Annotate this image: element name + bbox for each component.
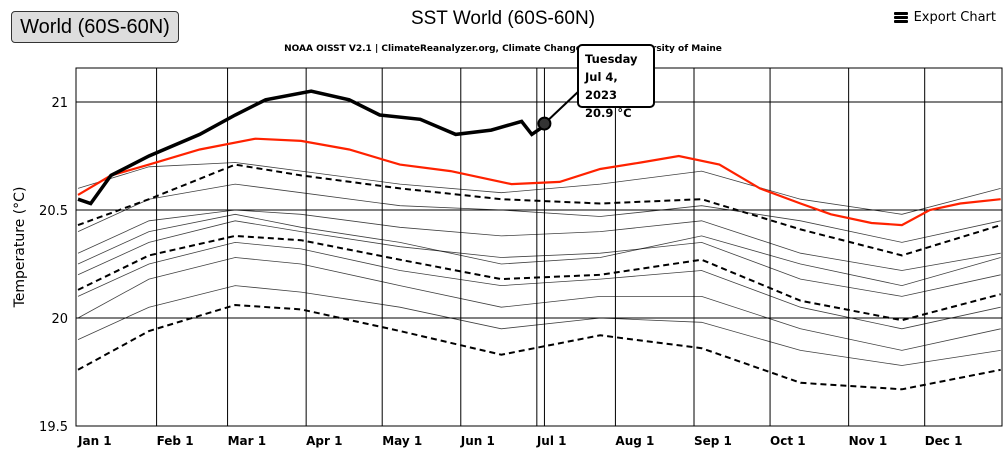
statistic-dashed-line — [77, 163, 1001, 257]
x-tick-label: Dec 1 — [925, 434, 963, 448]
hamburger-menu-icon — [893, 12, 908, 23]
background-year-line — [77, 257, 1001, 351]
statistic-dashed-line — [77, 234, 1001, 322]
x-tick-label: Feb 1 — [157, 434, 194, 448]
x-tick-label: Aug 1 — [615, 434, 654, 448]
background-year-line — [77, 285, 1001, 366]
tooltip: Tuesday Jul 4, 2023 20.9 °C — [577, 44, 655, 120]
region-select-button[interactable]: World (60S-60N) — [11, 11, 179, 43]
x-tick-label: Jun 1 — [460, 434, 495, 448]
tooltip-value: 20.9 °C — [585, 106, 632, 120]
export-chart-button[interactable]: Export Chart — [893, 10, 996, 25]
red-year-line — [77, 137, 1001, 227]
chart-subtitle: NOAA OISST V2.1 | ClimateReanalyzer.org,… — [0, 44, 1006, 54]
x-tick-label: May 1 — [382, 434, 422, 448]
x-tick-label: Sep 1 — [694, 434, 732, 448]
background-year-line — [77, 220, 1001, 297]
background-year-line — [77, 241, 1001, 330]
background-year-line — [77, 209, 1001, 271]
y-tick-label: 20 — [51, 312, 68, 327]
y-tick-label: 19.5 — [39, 420, 68, 435]
subtitle-right: rsity of Maine — [651, 44, 722, 54]
x-tick-label: Oct 1 — [770, 434, 806, 448]
highlight-year-line — [77, 89, 546, 206]
chart-title: SST World (60S-60N) — [410, 8, 596, 29]
x-tick-label: Jan 1 — [77, 434, 112, 448]
tooltip-connector — [543, 89, 581, 125]
background-year-line — [77, 162, 1001, 215]
y-tick-label: 20.5 — [39, 204, 68, 219]
background-year-line — [77, 183, 1001, 243]
background-year-line — [77, 213, 1001, 287]
tooltip-weekday: Tuesday — [585, 52, 638, 66]
y-axis-label: Temperature (°C) — [12, 187, 28, 309]
export-chart-label: Export Chart — [913, 10, 996, 25]
y-tick-label: 21 — [51, 96, 68, 111]
hover-point-marker — [537, 116, 552, 131]
statistic-dashed-line — [77, 303, 1001, 391]
tooltip-date: Jul 4, 2023 — [585, 70, 618, 102]
x-tick-label: Mar 1 — [228, 434, 266, 448]
x-tick-label: Jul 1 — [536, 434, 567, 448]
x-tick-label: Nov 1 — [849, 434, 888, 448]
subtitle-left: NOAA OISST V2.1 | ClimateReanalyzer.org,… — [284, 44, 582, 54]
x-tick-label: Apr 1 — [306, 434, 342, 448]
